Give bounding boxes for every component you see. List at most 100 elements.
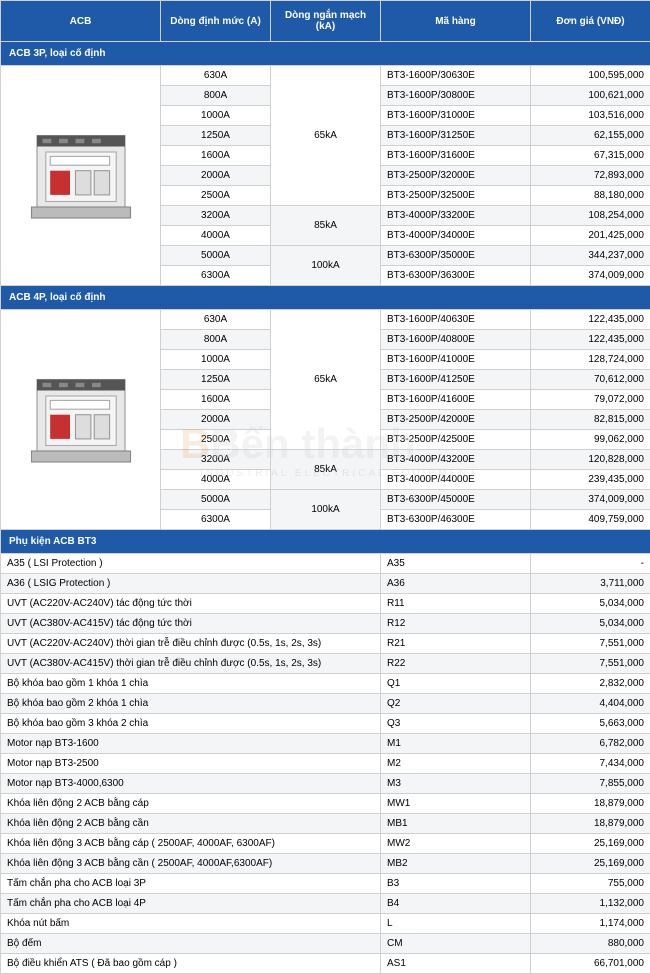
- cell-acc-code: R22: [381, 654, 531, 674]
- cell-acc-price: 18,879,000: [531, 814, 650, 834]
- cell-acc-price: -: [531, 554, 650, 574]
- cell-code: BT3-2500P/32000E: [381, 166, 531, 186]
- cell-acc-price: 1,174,000: [531, 914, 650, 934]
- accessory-row: Bộ khóa bao gồm 2 khóa 1 chìa Q2 4,404,0…: [1, 694, 650, 714]
- accessory-row: Tấm chắn pha cho ACB loại 4P B4 1,132,00…: [1, 894, 650, 914]
- cell-acc-price: 1,132,000: [531, 894, 650, 914]
- cell-acc-price: 7,551,000: [531, 634, 650, 654]
- accessory-row: Khóa liên động 3 ACB bằng cáp ( 2500AF, …: [1, 834, 650, 854]
- cell-acc-desc: Bộ khóa bao gồm 1 khóa 1 chìa: [1, 674, 381, 694]
- cell-acc-code: AS1: [381, 954, 531, 974]
- accessory-row: A36 ( LSIG Protection ) A36 3,711,000: [1, 574, 650, 594]
- cell-acc-desc: Motor nạp BT3-1600: [1, 734, 381, 754]
- cell-rated: 2500A: [161, 186, 271, 206]
- cell-acc-desc: Bộ điều khiển ATS ( Đã bao gồm cáp ): [1, 954, 381, 974]
- cell-rated: 630A: [161, 66, 271, 86]
- section-3p: ACB 3P, loại cố định: [1, 42, 650, 66]
- cell-acc-price: 755,000: [531, 874, 650, 894]
- accessory-row: A35 ( LSI Protection ) A35 -: [1, 554, 650, 574]
- cell-acc-desc: A35 ( LSI Protection ): [1, 554, 381, 574]
- cell-acc-desc: A36 ( LSIG Protection ): [1, 574, 381, 594]
- device-image-cell: [1, 66, 161, 286]
- cell-acc-price: 6,782,000: [531, 734, 650, 754]
- cell-acc-price: 66,701,000: [531, 954, 650, 974]
- cell-price: 122,435,000: [531, 310, 650, 330]
- cell-price: 344,237,000: [531, 246, 650, 266]
- cell-acc-price: 25,169,000: [531, 834, 650, 854]
- cell-price: 374,009,000: [531, 490, 650, 510]
- cell-rated: 800A: [161, 330, 271, 350]
- cell-rated: 2500A: [161, 430, 271, 450]
- cell-rated: 1600A: [161, 146, 271, 166]
- accessory-row: Motor nạp BT3-1600 M1 6,782,000: [1, 734, 650, 754]
- cell-acc-desc: Motor nạp BT3-2500: [1, 754, 381, 774]
- cell-acc-code: R11: [381, 594, 531, 614]
- cell-acc-price: 7,434,000: [531, 754, 650, 774]
- cell-acc-desc: UVT (AC380V-AC415V) thời gian trễ điều c…: [1, 654, 381, 674]
- cell-code: BT3-1600P/41000E: [381, 350, 531, 370]
- cell-price: 201,425,000: [531, 226, 650, 246]
- cell-price: 103,516,000: [531, 106, 650, 126]
- cell-code: BT3-1600P/31000E: [381, 106, 531, 126]
- cell-rated: 1000A: [161, 350, 271, 370]
- cell-code: BT3-6300P/36300E: [381, 266, 531, 286]
- cell-acc-desc: UVT (AC220V-AC240V) thời gian trễ điều c…: [1, 634, 381, 654]
- cell-acc-code: R12: [381, 614, 531, 634]
- cell-code: BT3-4000P/44000E: [381, 470, 531, 490]
- cell-code: BT3-1600P/40800E: [381, 330, 531, 350]
- accessory-row: Khóa nút bấm L 1,174,000: [1, 914, 650, 934]
- cell-rated: 6300A: [161, 266, 271, 286]
- accessory-row: Khóa liên động 2 ACB bằng cáp MW1 18,879…: [1, 794, 650, 814]
- accessory-row: Bộ đếm CM 880,000: [1, 934, 650, 954]
- accessory-row: Motor nạp BT3-2500 M2 7,434,000: [1, 754, 650, 774]
- accessory-row: UVT (AC380V-AC415V) thời gian trễ điều c…: [1, 654, 650, 674]
- accessory-row: Tấm chắn pha cho ACB loại 3P B3 755,000: [1, 874, 650, 894]
- cell-price: 88,180,000: [531, 186, 650, 206]
- cell-acc-desc: Tấm chắn pha cho ACB loại 3P: [1, 874, 381, 894]
- cell-acc-code: L: [381, 914, 531, 934]
- cell-short-85: 85kA: [271, 206, 381, 246]
- cell-price: 100,595,000: [531, 66, 650, 86]
- cell-code: BT3-1600P/31600E: [381, 146, 531, 166]
- table-row: 630A65kABT3-1600P/30630E100,595,000: [1, 66, 650, 86]
- accessory-row: Bộ khóa bao gồm 1 khóa 1 chìa Q1 2,832,0…: [1, 674, 650, 694]
- cell-code: BT3-2500P/32500E: [381, 186, 531, 206]
- cell-acc-code: MB1: [381, 814, 531, 834]
- cell-acc-price: 25,169,000: [531, 854, 650, 874]
- cell-acc-code: R21: [381, 634, 531, 654]
- cell-acc-desc: Tấm chắn pha cho ACB loại 4P: [1, 894, 381, 914]
- cell-acc-desc: Khóa liên động 2 ACB bằng cáp: [1, 794, 381, 814]
- cell-price: 128,724,000: [531, 350, 650, 370]
- cell-acc-desc: UVT (AC380V-AC415V) tác động tức thời: [1, 614, 381, 634]
- cell-acc-price: 880,000: [531, 934, 650, 954]
- cell-acc-code: M1: [381, 734, 531, 754]
- cell-acc-price: 5,663,000: [531, 714, 650, 734]
- section-4p: ACB 4P, loại cố định: [1, 286, 650, 310]
- device-image-cell: [1, 310, 161, 530]
- cell-price: 62,155,000: [531, 126, 650, 146]
- cell-price: 239,435,000: [531, 470, 650, 490]
- device-image: [26, 119, 136, 229]
- cell-acc-code: Q3: [381, 714, 531, 734]
- cell-acc-desc: Khóa liên động 3 ACB bằng cần ( 2500AF, …: [1, 854, 381, 874]
- cell-code: BT3-4000P/43200E: [381, 450, 531, 470]
- cell-rated: 1600A: [161, 390, 271, 410]
- cell-rated: 1250A: [161, 126, 271, 146]
- header-rated: Dòng định mức (A): [161, 1, 271, 42]
- accessory-row: Motor nạp BT3-4000,6300 M3 7,855,000: [1, 774, 650, 794]
- cell-price: 67,315,000: [531, 146, 650, 166]
- cell-acc-desc: UVT (AC220V-AC240V) tác động tức thời: [1, 594, 381, 614]
- accessory-row: UVT (AC220V-AC240V) thời gian trễ điều c…: [1, 634, 650, 654]
- cell-acc-price: 3,711,000: [531, 574, 650, 594]
- cell-short-65: 65kA: [271, 310, 381, 450]
- cell-price: 70,612,000: [531, 370, 650, 390]
- cell-rated: 6300A: [161, 510, 271, 530]
- cell-price: 100,621,000: [531, 86, 650, 106]
- cell-acc-price: 5,034,000: [531, 614, 650, 634]
- cell-rated: 5000A: [161, 246, 271, 266]
- cell-rated: 800A: [161, 86, 271, 106]
- cell-short-100: 100kA: [271, 246, 381, 286]
- accessory-row: Bộ điều khiển ATS ( Đã bao gồm cáp ) AS1…: [1, 954, 650, 974]
- cell-acc-code: Q1: [381, 674, 531, 694]
- accessory-row: Khóa liên động 3 ACB bằng cần ( 2500AF, …: [1, 854, 650, 874]
